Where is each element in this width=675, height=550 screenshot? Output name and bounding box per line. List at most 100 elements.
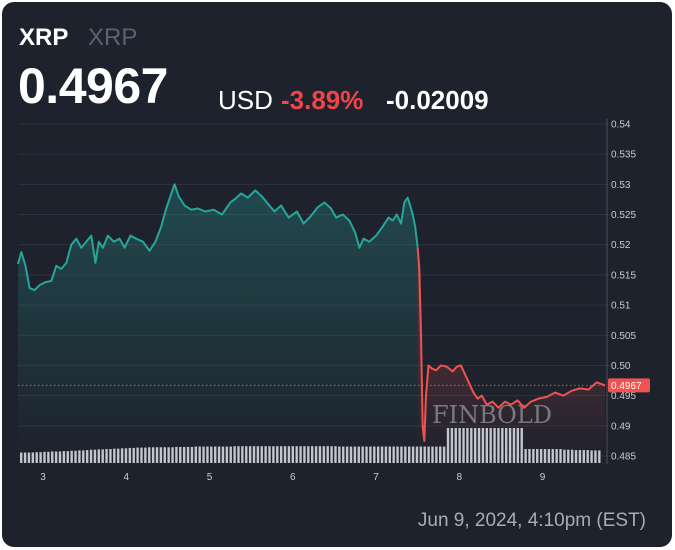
volume-bar	[54, 451, 58, 463]
series-area-1	[417, 247, 605, 456]
volume-bar	[427, 446, 430, 463]
volume-bar	[124, 448, 128, 463]
y-tick-label: 0.51	[611, 301, 631, 312]
volume-bar	[151, 447, 155, 463]
volume-bar	[442, 446, 446, 463]
volume-bar	[357, 446, 360, 463]
volume-bar	[590, 450, 593, 463]
volume-bar	[101, 449, 104, 463]
x-tick-label: 7	[373, 472, 379, 483]
volume-bar	[105, 449, 108, 463]
timestamp: Jun 9, 2024, 4:10pm (EST)	[417, 510, 646, 531]
volume-bar	[528, 449, 531, 463]
volume-bar	[462, 428, 465, 463]
volume-bar	[252, 446, 256, 463]
volume-bar	[303, 446, 306, 463]
y-tick-label: 0.52	[611, 240, 631, 251]
volume-bar	[237, 446, 240, 463]
volume-bar	[516, 428, 520, 463]
volume-bar	[70, 450, 73, 463]
volume-bar	[93, 449, 97, 463]
volume-bar	[206, 446, 209, 463]
volume-bar	[155, 447, 159, 463]
volume-bar	[559, 449, 562, 463]
volume-bar	[388, 446, 392, 463]
y-tick-label: 0.505	[611, 331, 636, 342]
volume-bar	[373, 446, 376, 463]
volume-bar	[120, 448, 124, 463]
volume-bar	[27, 452, 31, 463]
volume-bar	[117, 448, 120, 463]
series-line-0	[17, 183, 419, 291]
x-tick-label: 9	[540, 472, 546, 483]
volume-bar	[512, 428, 516, 463]
volume-bar	[505, 428, 508, 463]
volume-bar	[369, 446, 372, 463]
volume-bar	[264, 446, 267, 463]
volume-bar	[163, 447, 166, 463]
x-tick-label: 6	[290, 472, 296, 483]
volume-bar	[493, 428, 496, 463]
volume-bar	[501, 428, 504, 463]
volume-bar	[58, 451, 62, 463]
volume-bar	[338, 446, 341, 463]
y-tick-label: 0.525	[611, 210, 636, 221]
volume-bar	[62, 451, 66, 463]
volume-bar	[217, 446, 221, 463]
volume-bar	[415, 446, 419, 463]
y-tick-label: 0.515	[611, 270, 636, 281]
volume-bar	[384, 446, 388, 463]
volume-bar	[256, 446, 260, 463]
volume-bar	[268, 446, 271, 463]
volume-bar	[431, 446, 434, 463]
x-tick-label: 8	[457, 472, 463, 483]
volume-bar	[225, 446, 229, 463]
volume-bar	[334, 446, 337, 463]
volume-bar	[586, 450, 589, 463]
volume-bar	[85, 450, 89, 463]
volume-bar	[299, 446, 302, 463]
volume-bar	[82, 450, 85, 463]
volume-bar	[295, 446, 298, 463]
volume-bar	[287, 446, 291, 463]
volume-bar	[594, 450, 597, 463]
volume-bar	[470, 428, 473, 463]
volume-bar	[570, 449, 574, 463]
volume-bar	[140, 447, 143, 463]
symbol-secondary: XRP	[88, 24, 138, 51]
volume-bar	[380, 446, 384, 463]
volume-bar	[408, 446, 411, 463]
volume-bar	[128, 447, 132, 463]
volume-bar	[376, 446, 380, 463]
volume-bar	[175, 446, 178, 463]
volume-bar	[532, 449, 535, 463]
volume-bar	[400, 446, 403, 463]
volume-bar	[159, 447, 163, 463]
volume-bar	[322, 446, 326, 463]
volume-bar	[132, 447, 135, 463]
volume-bar	[423, 446, 426, 463]
volume-bar	[466, 428, 469, 463]
volume-bar	[202, 446, 205, 463]
volume-bar	[392, 446, 395, 463]
volume-bar	[419, 446, 423, 463]
volume-bar	[23, 452, 27, 463]
volume-bar	[31, 452, 35, 463]
change-percent: -3.89%	[281, 85, 364, 115]
volume-bar	[272, 446, 275, 463]
volume-bar	[435, 446, 438, 463]
volume-bar	[345, 446, 349, 463]
volume-bar	[454, 428, 457, 463]
volume-bar	[318, 446, 322, 463]
volume-bar	[361, 446, 364, 463]
volume-bar	[35, 452, 38, 463]
volume-bar	[47, 451, 50, 463]
watermark-logo: FINBOLD	[432, 401, 552, 429]
x-tick-label: 3	[40, 472, 46, 483]
volume-bar	[241, 446, 244, 463]
volume-bar	[78, 450, 81, 463]
volume-bar	[578, 450, 582, 463]
volume-bar	[551, 449, 554, 463]
volume-bar	[520, 428, 523, 463]
